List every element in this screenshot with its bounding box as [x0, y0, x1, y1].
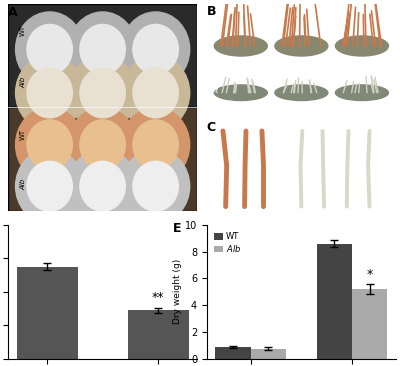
Text: A: A: [8, 6, 18, 19]
Circle shape: [16, 107, 84, 182]
Bar: [316, 243, 352, 359]
Bar: [251, 349, 286, 359]
Text: WT: WT: [20, 25, 26, 36]
FancyBboxPatch shape: [8, 4, 197, 107]
Ellipse shape: [275, 85, 328, 101]
Circle shape: [16, 56, 84, 130]
Circle shape: [80, 120, 125, 170]
Circle shape: [133, 68, 178, 118]
Text: Alb: Alb: [214, 82, 220, 93]
Text: *: *: [366, 268, 373, 281]
Bar: [215, 347, 251, 359]
Circle shape: [27, 25, 72, 74]
Ellipse shape: [214, 36, 267, 56]
Circle shape: [133, 161, 178, 211]
Text: B: B: [207, 5, 216, 18]
Circle shape: [80, 161, 125, 211]
Circle shape: [16, 149, 84, 224]
Circle shape: [68, 12, 137, 87]
Circle shape: [16, 12, 84, 87]
Circle shape: [27, 68, 72, 118]
Circle shape: [122, 56, 190, 130]
Bar: [17, 267, 78, 359]
Text: WT: WT: [20, 129, 26, 140]
Circle shape: [80, 68, 125, 118]
Text: Alb: Alb: [323, 117, 336, 127]
Circle shape: [27, 161, 72, 211]
Text: WT: WT: [214, 18, 220, 29]
Text: Alb: Alb: [20, 77, 26, 88]
Circle shape: [122, 107, 190, 182]
Circle shape: [133, 120, 178, 170]
FancyBboxPatch shape: [8, 107, 197, 211]
Text: C: C: [207, 121, 216, 134]
Ellipse shape: [214, 85, 267, 101]
Text: Alb: Alb: [20, 179, 26, 190]
Circle shape: [122, 149, 190, 224]
Legend: WT, $Alb$: WT, $Alb$: [211, 229, 245, 257]
Ellipse shape: [336, 85, 388, 101]
Y-axis label: Dry weight (g): Dry weight (g): [173, 259, 182, 324]
Ellipse shape: [336, 36, 388, 56]
Bar: [128, 310, 189, 359]
Circle shape: [133, 25, 178, 74]
Circle shape: [80, 25, 125, 74]
Circle shape: [27, 120, 72, 170]
Bar: [352, 289, 387, 359]
Circle shape: [68, 107, 137, 182]
Ellipse shape: [275, 36, 328, 56]
Circle shape: [68, 56, 137, 130]
Text: E: E: [173, 222, 181, 235]
Text: **: **: [152, 291, 164, 304]
Circle shape: [122, 12, 190, 87]
Circle shape: [68, 149, 137, 224]
Text: WT: WT: [228, 117, 242, 127]
